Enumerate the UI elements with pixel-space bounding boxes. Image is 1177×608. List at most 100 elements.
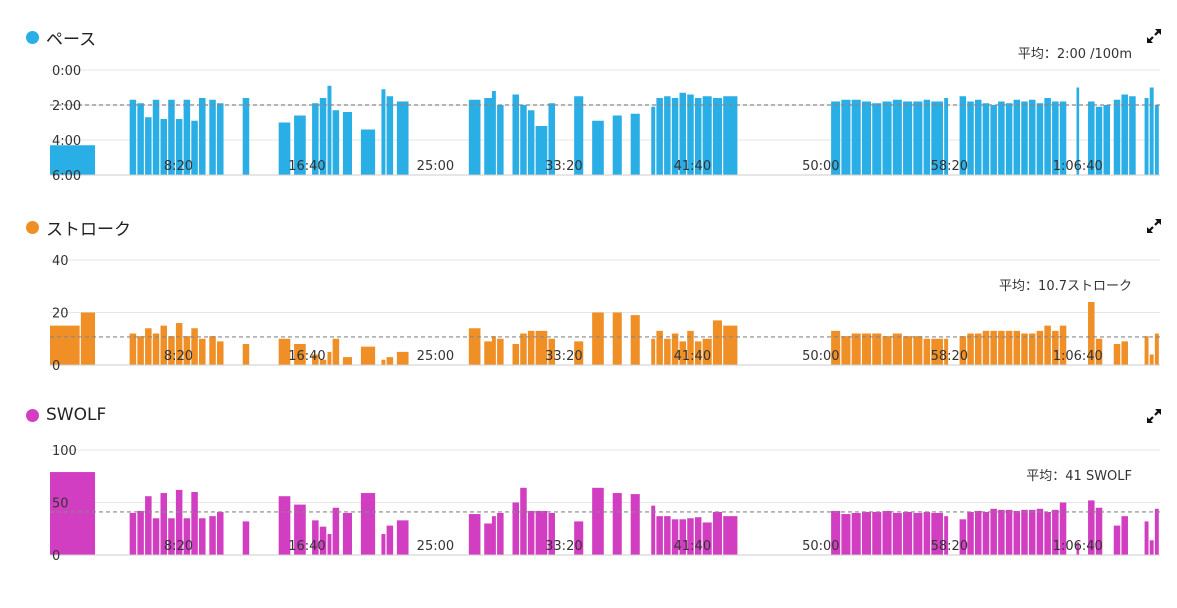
pace-title: ペース [26, 25, 96, 50]
bar [332, 338, 340, 365]
bar [851, 99, 861, 175]
bar [630, 494, 640, 555]
x-tick-label: 41:40 [674, 159, 711, 174]
y-tick-label: 0 [52, 549, 60, 564]
bar [1044, 511, 1051, 555]
bar [191, 492, 198, 555]
bar [723, 96, 738, 175]
bar [360, 346, 376, 365]
x-tick-label: 16:40 [288, 539, 325, 554]
bar [1121, 94, 1128, 175]
bar [892, 333, 902, 365]
bar [574, 96, 584, 175]
bar [612, 493, 622, 555]
swolf-panel: SWOLF 0 50 100 8:20 16:40 25:00 33:20 41:40 50:0… [0, 380, 1177, 570]
bar [872, 333, 882, 365]
stroke-legend-dot [26, 221, 39, 234]
pace-title-label: ペース [46, 30, 97, 50]
bar [50, 472, 96, 555]
bar [484, 341, 494, 365]
pace-expand-icon[interactable] [1145, 27, 1163, 45]
pace-panel: ペース 0:00 2:00 4:00 6:00 8:20 16:40 25:00 33:20 4… [0, 0, 1177, 190]
bar [903, 511, 913, 555]
x-tick-label: 1:06:40 [1053, 539, 1103, 554]
stroke-expand-icon[interactable] [1145, 217, 1163, 235]
bar [145, 117, 152, 175]
bar [903, 101, 913, 175]
bar [712, 511, 722, 555]
bar [694, 517, 702, 555]
bar [931, 513, 943, 555]
stroke-title-label: ストローク [46, 220, 131, 240]
bar [312, 103, 319, 175]
y-tick-label: 100 [52, 444, 77, 459]
bar [679, 519, 687, 555]
x-tick-label: 50:00 [802, 539, 839, 554]
bar [944, 338, 949, 365]
x-tick-label: 41:40 [674, 539, 711, 554]
x-tick-label: 8:20 [164, 159, 193, 174]
stroke-chart: 0 20 40 8:20 16:40 25:00 33:20 41:40 50:00 58:20 1… [50, 254, 1160, 374]
bar [548, 338, 555, 365]
bar [160, 493, 167, 555]
bar [861, 101, 872, 175]
swolf-chart: 0 50 100 8:20 16:40 25:00 33:20 41:40 50:00 58:20… [50, 444, 1160, 564]
bar [160, 119, 167, 175]
x-tick-label: 58:20 [931, 539, 968, 554]
bar [319, 526, 327, 555]
bar [903, 336, 913, 365]
bar [512, 344, 520, 365]
bar [484, 98, 494, 175]
x-tick-label: 8:20 [164, 349, 193, 364]
bar [1036, 508, 1044, 555]
bar [342, 357, 352, 365]
bar [160, 325, 167, 365]
bar [959, 96, 967, 175]
bar [129, 513, 137, 555]
bar [1113, 344, 1121, 365]
bar [694, 341, 702, 365]
bar [1021, 333, 1028, 365]
bar [592, 487, 604, 555]
x-tick-label: 16:40 [288, 349, 325, 364]
bar [209, 516, 216, 555]
bar [497, 338, 504, 365]
x-tick-label: 50:00 [802, 349, 839, 364]
bar [872, 103, 882, 175]
x-tick-label: 33:20 [545, 539, 582, 554]
bar [959, 519, 967, 555]
bar [319, 98, 327, 175]
bar [217, 511, 224, 555]
bar [990, 330, 997, 365]
bar [702, 522, 712, 555]
bar [687, 518, 694, 555]
bar [841, 514, 851, 555]
bar [360, 129, 376, 175]
bar [175, 323, 183, 365]
bar [1005, 330, 1013, 365]
bar [278, 338, 291, 365]
x-tick-label: 58:20 [931, 349, 968, 364]
bar [527, 110, 535, 175]
bar [242, 521, 250, 555]
bar [1036, 330, 1044, 365]
average-label: 平均：2:00 /100m [1018, 47, 1132, 62]
bar [145, 496, 152, 555]
y-tick-label: 40 [52, 254, 69, 269]
bar [990, 105, 997, 175]
bar [183, 99, 191, 175]
bar [1113, 99, 1121, 175]
bar [527, 510, 535, 555]
bar [702, 338, 712, 365]
bar [497, 513, 504, 555]
bar [651, 505, 656, 555]
bar [931, 101, 943, 175]
swolf-expand-icon[interactable] [1145, 407, 1163, 425]
bar [892, 99, 902, 175]
bar [386, 525, 394, 555]
bar [592, 120, 604, 175]
y-tick-label: 20 [52, 307, 69, 322]
bar [312, 520, 319, 555]
bar [278, 496, 291, 555]
bar [327, 85, 332, 175]
